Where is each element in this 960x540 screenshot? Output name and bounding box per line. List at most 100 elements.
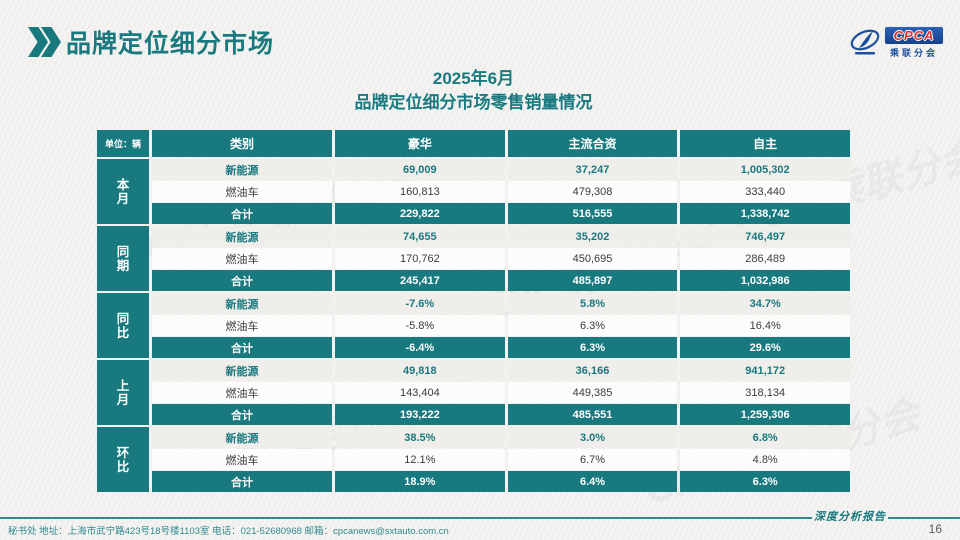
value-cell: 193,222 xyxy=(335,404,505,425)
value-cell: 34.7% xyxy=(680,293,851,314)
footer-contact-info: 秘书处 地址：上海市武宁路423号18号楼1103室 电话：021-526809… xyxy=(8,526,449,537)
table-group: 上月新能源 49,818 36,166 941,172 燃油车 143,404 449,38… xyxy=(97,360,851,425)
report-type-label: 深度分析报告 xyxy=(814,511,886,523)
value-cell: 479,308 xyxy=(507,181,678,202)
category-cell: 新能源 xyxy=(152,226,332,247)
value-cell: 69,009 xyxy=(335,159,505,180)
value-cell: 229,822 xyxy=(335,203,505,224)
table-group: 环比新能源 38.5% 3.0% 6.8% 燃油车 12.1% 6.7% 4.8% 合计 18.9… xyxy=(97,427,851,492)
value-cell: 941,172 xyxy=(680,360,851,381)
value-cell: 1,032,986 xyxy=(680,270,851,291)
page-header: 品牌定位细分市场 xyxy=(28,24,274,60)
category-cell: 新能源 xyxy=(152,293,332,314)
footer-divider xyxy=(888,517,960,519)
value-cell: 37,247 xyxy=(507,159,678,180)
cpca-logo: CPCA 乘联分会 xyxy=(849,26,944,63)
table-group: 本月新能源 69,009 37,247 1,005,302 燃油车 160,813 479,… xyxy=(97,159,851,224)
table-row: 新能源 69,009 37,247 1,005,302 xyxy=(152,159,851,180)
cpca-logo-text: CPCA xyxy=(893,28,935,43)
cpca-logo-cn-text: 乘联分会 xyxy=(889,48,938,58)
table-group: 同期新能源 74,655 35,202 746,497 燃油车 170,762 450,69… xyxy=(97,226,851,291)
category-cell: 新能源 xyxy=(152,360,332,381)
table-body: 本月新能源 69,009 37,247 1,005,302 燃油车 160,813 479,… xyxy=(97,159,851,492)
group-label: 本月 xyxy=(97,159,149,224)
category-cell: 合计 xyxy=(152,404,332,425)
value-cell: 18.9% xyxy=(335,471,505,492)
sales-table: 单位：辆 类别 豪华 主流合资 自主 本月新能源 69,009 37,247 1,00… xyxy=(97,130,851,494)
value-cell: 333,440 xyxy=(680,181,851,202)
category-cell: 新能源 xyxy=(152,159,332,180)
chevron-right-icon xyxy=(41,27,61,57)
value-cell: 6.4% xyxy=(507,471,678,492)
category-cell: 燃油车 xyxy=(152,382,332,403)
value-cell: 1,338,742 xyxy=(680,203,851,224)
value-cell: 286,489 xyxy=(680,248,851,269)
category-cell: 燃油车 xyxy=(152,449,332,470)
value-cell: 485,551 xyxy=(507,404,678,425)
category-cell: 合计 xyxy=(152,471,332,492)
value-cell: 38.5% xyxy=(335,427,505,448)
value-cell: -7.6% xyxy=(335,293,505,314)
value-cell: 16.4% xyxy=(680,315,851,336)
cpca-logo-box: CPCA xyxy=(884,26,944,45)
category-cell: 燃油车 xyxy=(152,181,332,202)
category-cell: 合计 xyxy=(152,270,332,291)
value-cell: 6.3% xyxy=(507,337,678,358)
value-cell: 485,897 xyxy=(507,270,678,291)
value-cell: 12.1% xyxy=(335,449,505,470)
value-cell: 170,762 xyxy=(335,248,505,269)
table-row: 燃油车 170,762 450,695 286,489 xyxy=(152,248,851,269)
cpca-swoosh-icon xyxy=(849,28,881,63)
value-cell: 318,134 xyxy=(680,382,851,403)
table-row: 燃油车 -5.8% 6.3% 16.4% xyxy=(152,315,851,336)
category-cell: 合计 xyxy=(152,337,332,358)
column-header-cell: 类别 xyxy=(152,130,332,157)
value-cell: 6.7% xyxy=(507,449,678,470)
value-cell: 449,385 xyxy=(507,382,678,403)
table-row: 合计 229,822 516,555 1,338,742 xyxy=(152,203,851,224)
value-cell: 143,404 xyxy=(335,382,505,403)
table-row: 合计 18.9% 6.4% 6.3% xyxy=(152,471,851,492)
value-cell: 29.6% xyxy=(680,337,851,358)
table-row: 燃油车 143,404 449,385 318,134 xyxy=(152,382,851,403)
value-cell: 5.8% xyxy=(507,293,678,314)
value-cell: 245,417 xyxy=(335,270,505,291)
value-cell: 6.3% xyxy=(507,315,678,336)
double-chevron-icon xyxy=(28,27,61,57)
chevron-right-icon xyxy=(28,27,48,57)
table-title-line1: 2025年6月 xyxy=(432,69,515,88)
value-cell: 1,005,302 xyxy=(680,159,851,180)
table-row: 合计 193,222 485,551 1,259,306 xyxy=(152,404,851,425)
category-cell: 燃油车 xyxy=(152,248,332,269)
value-cell: 1,259,306 xyxy=(680,404,851,425)
footer-divider xyxy=(0,517,812,519)
table-row: 合计 245,417 485,897 1,032,986 xyxy=(152,270,851,291)
value-cell: -6.4% xyxy=(335,337,505,358)
group-label: 同期 xyxy=(97,226,149,291)
table-title-line2: 品牌定位细分市场零售销量情况 xyxy=(354,93,593,112)
value-cell: 516,555 xyxy=(507,203,678,224)
group-label: 环比 xyxy=(97,427,149,492)
table-row: 合计 -6.4% 6.3% 29.6% xyxy=(152,337,851,358)
value-cell: 36,166 xyxy=(507,360,678,381)
group-label: 上月 xyxy=(97,360,149,425)
table-row: 新能源 38.5% 3.0% 6.8% xyxy=(152,427,851,448)
value-cell: 746,497 xyxy=(680,226,851,247)
value-cell: 35,202 xyxy=(507,226,678,247)
page-number: 16 xyxy=(928,522,942,536)
table-row: 新能源 74,655 35,202 746,497 xyxy=(152,226,851,247)
value-cell: -5.8% xyxy=(335,315,505,336)
value-cell: 160,813 xyxy=(335,181,505,202)
table-row: 新能源 -7.6% 5.8% 34.7% xyxy=(152,293,851,314)
unit-label-cell: 单位：辆 xyxy=(97,130,149,157)
category-cell: 燃油车 xyxy=(152,315,332,336)
value-cell: 49,818 xyxy=(335,360,505,381)
table-title: 2025年6月 品牌定位细分市场零售销量情况 xyxy=(97,67,850,115)
table-row: 燃油车 160,813 479,308 333,440 xyxy=(152,181,851,202)
value-cell: 3.0% xyxy=(507,427,678,448)
value-cell: 450,695 xyxy=(507,248,678,269)
table-group: 同比新能源 -7.6% 5.8% 34.7% 燃油车 -5.8% 6.3% 16.4% 合计 -6… xyxy=(97,293,851,358)
value-cell: 6.8% xyxy=(680,427,851,448)
value-cell: 4.8% xyxy=(680,449,851,470)
